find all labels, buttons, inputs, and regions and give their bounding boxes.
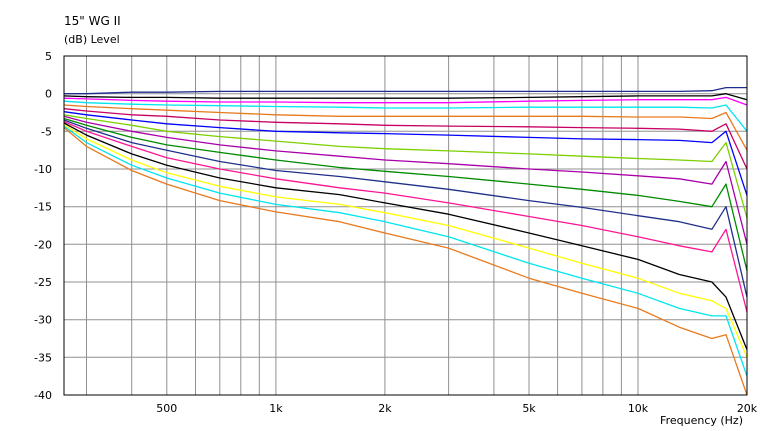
series-line-8 bbox=[63, 114, 748, 219]
x-tick-label: 10k bbox=[628, 402, 649, 415]
series-line-5 bbox=[63, 104, 748, 151]
y-tick-labels: 5 0 -5 -10 -15 -20 -25 -30 -35 -40 bbox=[34, 50, 52, 402]
x-tick-label: 2k bbox=[378, 402, 392, 415]
x-tick-labels: 500 1k 2k 5k 10k 20k bbox=[156, 402, 758, 415]
series-line-15 bbox=[63, 125, 748, 377]
x-tick-label: 5k bbox=[522, 402, 536, 415]
y-tick-label: 0 bbox=[45, 88, 52, 101]
series-line-6 bbox=[63, 108, 748, 170]
x-axis-label: Frequency (Hz) bbox=[660, 414, 743, 427]
series-line-7 bbox=[63, 111, 748, 196]
series-line-9 bbox=[63, 115, 748, 245]
series-line-4 bbox=[63, 100, 748, 132]
plot-frame bbox=[63, 55, 748, 396]
y-tick-label: -20 bbox=[34, 238, 52, 251]
y-tick-label: -25 bbox=[34, 276, 52, 289]
y-tick-label: -30 bbox=[34, 314, 52, 327]
series-line-11 bbox=[63, 119, 748, 298]
series-line-1 bbox=[64, 86, 747, 95]
x-tick-label: 1k bbox=[269, 402, 283, 415]
x-tick-label: 500 bbox=[156, 402, 177, 415]
y-tick-label: -40 bbox=[34, 389, 52, 402]
y-tick-label: -35 bbox=[34, 351, 52, 364]
series-line-10 bbox=[63, 117, 748, 271]
series-line-14 bbox=[63, 124, 748, 358]
y-tick-label: -15 bbox=[34, 201, 52, 214]
series-line-13 bbox=[63, 122, 748, 351]
series-line-16 bbox=[63, 127, 748, 396]
series-line-12 bbox=[63, 120, 748, 313]
x-tick-label: 20k bbox=[737, 402, 758, 415]
series-group bbox=[63, 86, 748, 396]
series-line-2 bbox=[63, 93, 748, 101]
chart-title: 15" WG II bbox=[64, 14, 121, 28]
series-line-3 bbox=[63, 96, 748, 106]
y-axis-label: (dB) Level bbox=[64, 33, 120, 46]
y-tick-label: -10 bbox=[34, 163, 52, 176]
y-tick-label: -5 bbox=[41, 125, 52, 138]
y-tick-label: 5 bbox=[45, 50, 52, 63]
